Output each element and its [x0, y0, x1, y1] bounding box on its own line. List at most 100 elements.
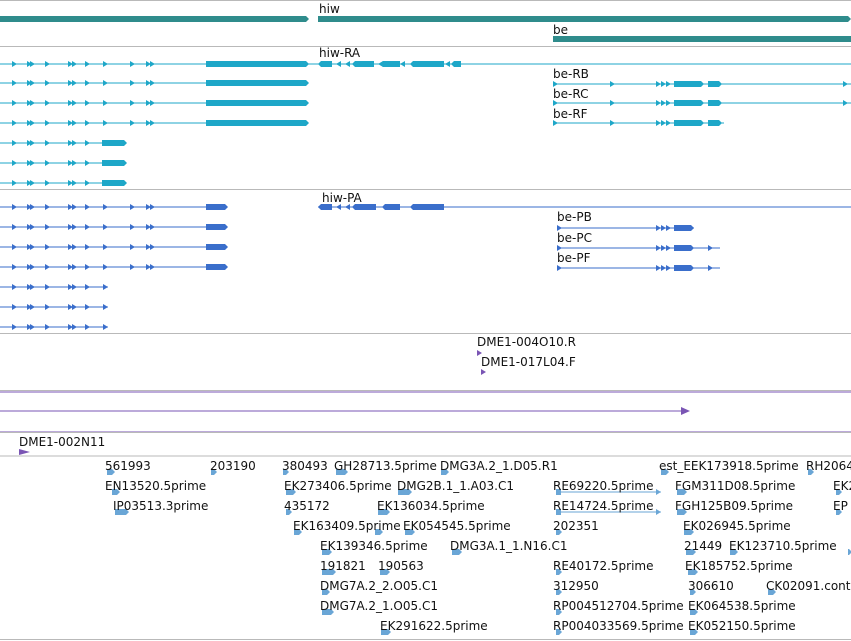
exon-chevron[interactable]: [610, 120, 615, 126]
est-feature[interactable]: [283, 469, 289, 475]
exon-chevron[interactable]: [12, 284, 17, 290]
exon-block[interactable]: [206, 80, 309, 86]
exon-chevron[interactable]: [12, 140, 17, 146]
est-feature[interactable]: [730, 549, 738, 555]
exon-chevron[interactable]: [843, 100, 848, 106]
est-label[interactable]: RE14724.5prime: [553, 499, 654, 513]
est-feature[interactable]: [808, 469, 814, 475]
exon-chevron[interactable]: [666, 265, 671, 271]
exon-chevron[interactable]: [68, 304, 73, 310]
exon-chevron[interactable]: [30, 80, 35, 86]
est-feature[interactable]: [405, 529, 415, 535]
exon-chevron[interactable]: [12, 244, 17, 250]
exon-chevron[interactable]: [27, 180, 32, 186]
clone-feature[interactable]: [477, 350, 482, 356]
exon-chevron[interactable]: [72, 204, 77, 210]
est-label[interactable]: EK136034.5prime: [377, 499, 485, 513]
exon-chevron[interactable]: [30, 180, 35, 186]
exon-chevron[interactable]: [30, 264, 35, 270]
exon-chevron[interactable]: [103, 224, 108, 230]
exon-chevron[interactable]: [146, 120, 151, 126]
exon-chevron[interactable]: [661, 265, 666, 271]
exon-chevron[interactable]: [661, 245, 666, 251]
exon-block[interactable]: [674, 245, 694, 251]
est-feature[interactable]: [452, 549, 462, 555]
exon-chevron[interactable]: [45, 324, 50, 330]
exon-chevron[interactable]: [30, 160, 35, 166]
mrna-label[interactable]: be-RF: [553, 107, 588, 121]
est-feature[interactable]: [556, 589, 562, 595]
exon-chevron[interactable]: [68, 284, 73, 290]
exon-chevron[interactable]: [103, 204, 108, 210]
exon-chevron[interactable]: [12, 324, 17, 330]
exon-chevron[interactable]: [72, 244, 77, 250]
est-label[interactable]: 380493: [282, 459, 328, 473]
exon-chevron[interactable]: [103, 324, 108, 330]
exon-chevron[interactable]: [45, 160, 50, 166]
est-label[interactable]: 203190: [210, 459, 256, 473]
exon-chevron[interactable]: [130, 224, 135, 230]
est-feature[interactable]: [378, 509, 390, 515]
est-label[interactable]: RE40172.5prime: [553, 559, 654, 573]
exon-chevron[interactable]: [85, 324, 90, 330]
est-feature[interactable]: [322, 589, 330, 595]
exon-chevron[interactable]: [27, 244, 32, 250]
exon-chevron[interactable]: [85, 100, 90, 106]
est-feature[interactable]: [556, 489, 561, 495]
exon-chevron[interactable]: [656, 100, 661, 106]
exon-block[interactable]: [708, 81, 722, 87]
exon-chevron[interactable]: [68, 120, 73, 126]
est-label[interactable]: 306610: [688, 579, 734, 593]
exon-chevron[interactable]: [30, 204, 35, 210]
exon-chevron[interactable]: [12, 120, 17, 126]
est-label[interactable]: 561993: [105, 459, 151, 473]
exon-chevron[interactable]: [656, 225, 661, 231]
exon-chevron[interactable]: [708, 265, 713, 271]
exon-block[interactable]: [708, 100, 722, 106]
exon-block[interactable]: [206, 100, 309, 106]
exon-chevron[interactable]: [666, 81, 671, 87]
exon-chevron[interactable]: [30, 284, 35, 290]
exon-block[interactable]: [674, 100, 704, 106]
est-label[interactable]: EK185752.5prime: [685, 559, 793, 573]
est-feature[interactable]: [286, 509, 292, 515]
est-label[interactable]: RP004033569.5prime: [553, 619, 684, 633]
est-feature[interactable]: [656, 509, 661, 515]
exon-chevron[interactable]: [85, 80, 90, 86]
est-feature[interactable]: [211, 469, 217, 475]
exon-block[interactable]: [380, 61, 400, 67]
exon-chevron[interactable]: [150, 244, 155, 250]
est-label[interactable]: DMG3A.1_1.N16.C1: [450, 539, 568, 553]
est-feature[interactable]: [380, 569, 390, 575]
est-label[interactable]: 312950: [553, 579, 599, 593]
exon-block[interactable]: [410, 61, 444, 67]
exon-chevron[interactable]: [12, 264, 17, 270]
exon-chevron[interactable]: [85, 140, 90, 146]
est-label[interactable]: 21449: [684, 539, 723, 553]
exon-chevron[interactable]: [12, 80, 17, 86]
exon-chevron[interactable]: [72, 140, 77, 146]
est-feature[interactable]: [690, 609, 698, 615]
est-feature[interactable]: [322, 549, 332, 555]
est-label[interactable]: DMG7A.2_2.O05.C1: [320, 579, 438, 593]
exon-chevron[interactable]: [85, 180, 90, 186]
exon-chevron[interactable]: [130, 80, 135, 86]
exon-chevron[interactable]: [130, 264, 135, 270]
exon-chevron[interactable]: [72, 284, 77, 290]
est-label[interactable]: EK054545.5prime: [403, 519, 511, 533]
est-label[interactable]: DMG2B.1_1.A03.C1: [397, 479, 514, 493]
exon-block[interactable]: [451, 61, 461, 67]
exon-chevron[interactable]: [146, 204, 151, 210]
exon-chevron[interactable]: [27, 100, 32, 106]
exon-chevron[interactable]: [103, 120, 108, 126]
exon-chevron[interactable]: [103, 100, 108, 106]
clone-label[interactable]: DME1-002N11: [19, 435, 106, 449]
est-label[interactable]: EP: [833, 499, 848, 513]
exon-chevron[interactable]: [68, 324, 73, 330]
exon-chevron[interactable]: [146, 244, 151, 250]
exon-block[interactable]: [206, 264, 228, 270]
exon-block[interactable]: [318, 204, 332, 210]
exon-block[interactable]: [206, 244, 228, 250]
exon-chevron[interactable]: [103, 264, 108, 270]
exon-chevron[interactable]: [45, 80, 50, 86]
